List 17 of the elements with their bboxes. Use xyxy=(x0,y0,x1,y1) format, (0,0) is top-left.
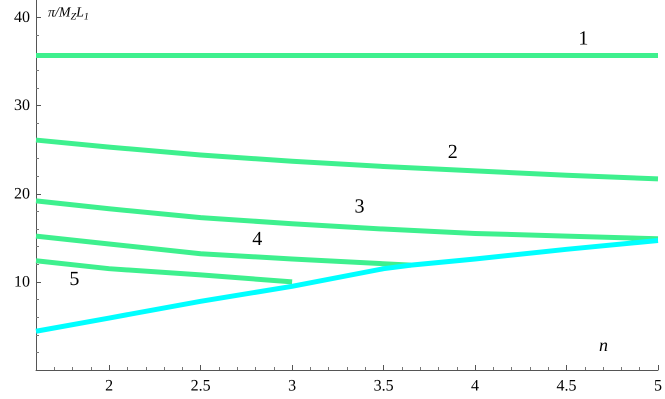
y-tick-label: 40 xyxy=(14,9,30,26)
y-tick-label: 10 xyxy=(14,273,30,290)
x-tick-label: 3.5 xyxy=(374,378,394,394)
x-tick-label: 5 xyxy=(654,378,662,394)
series-label: 3 xyxy=(354,196,364,218)
series-label: 1 xyxy=(578,28,588,50)
x-tick-label: 4 xyxy=(471,378,480,394)
x-tick-label: 2 xyxy=(105,378,114,394)
y-tick-label: 20 xyxy=(14,185,30,202)
series-label: 2 xyxy=(448,141,458,164)
series-label: 4 xyxy=(252,228,262,250)
y-tick-label: 30 xyxy=(14,97,30,114)
x-tick-label: 2.5 xyxy=(190,378,211,394)
x-tick-label: 4.5 xyxy=(556,378,577,394)
x-tick-label: 3 xyxy=(288,378,296,394)
series-label: 5 xyxy=(69,268,80,290)
x-axis-title: n xyxy=(599,335,608,355)
